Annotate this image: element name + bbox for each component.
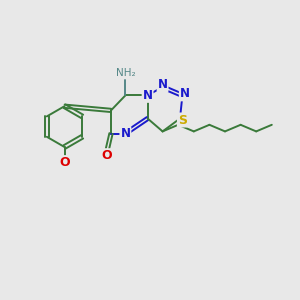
Text: N: N bbox=[180, 87, 190, 101]
Text: S: S bbox=[178, 113, 187, 127]
Text: N: N bbox=[120, 127, 130, 140]
Text: NH₂: NH₂ bbox=[116, 68, 135, 78]
Text: O: O bbox=[101, 149, 112, 162]
Text: O: O bbox=[59, 156, 70, 169]
Text: N: N bbox=[158, 78, 168, 91]
Text: N: N bbox=[142, 89, 153, 102]
